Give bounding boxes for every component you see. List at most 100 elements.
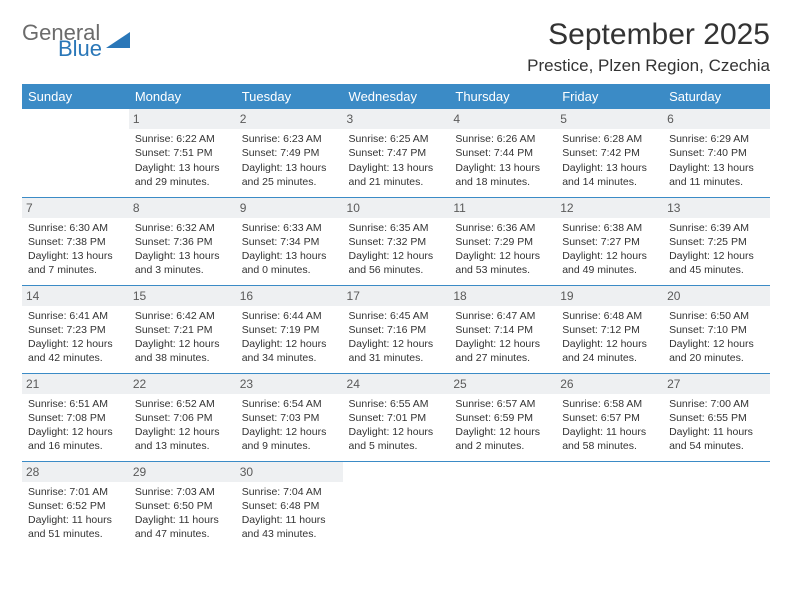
daylight-line: Daylight: 13 hours and 11 minutes. bbox=[669, 161, 764, 189]
daylight-line: Daylight: 13 hours and 3 minutes. bbox=[135, 249, 230, 277]
day-number: 4 bbox=[449, 109, 556, 129]
calendar-day-cell: 13Sunrise: 6:39 AMSunset: 7:25 PMDayligh… bbox=[663, 197, 770, 285]
sunset-line: Sunset: 7:12 PM bbox=[562, 323, 657, 337]
day-number: 6 bbox=[663, 109, 770, 129]
sunrise-line: Sunrise: 6:48 AM bbox=[562, 309, 657, 323]
sunrise-line: Sunrise: 7:00 AM bbox=[669, 397, 764, 411]
calendar-day-cell: 29Sunrise: 7:03 AMSunset: 6:50 PMDayligh… bbox=[129, 461, 236, 549]
sunrise-line: Sunrise: 6:29 AM bbox=[669, 132, 764, 146]
daylight-line: Daylight: 12 hours and 31 minutes. bbox=[349, 337, 444, 365]
weekday-header-row: SundayMondayTuesdayWednesdayThursdayFrid… bbox=[22, 84, 770, 109]
calendar-day-cell: 3Sunrise: 6:25 AMSunset: 7:47 PMDaylight… bbox=[343, 109, 450, 197]
sunset-line: Sunset: 7:42 PM bbox=[562, 146, 657, 160]
daylight-line: Daylight: 12 hours and 53 minutes. bbox=[455, 249, 550, 277]
calendar-day-cell: 1Sunrise: 6:22 AMSunset: 7:51 PMDaylight… bbox=[129, 109, 236, 197]
sunset-line: Sunset: 7:21 PM bbox=[135, 323, 230, 337]
sunset-line: Sunset: 7:38 PM bbox=[28, 235, 123, 249]
sunset-line: Sunset: 7:08 PM bbox=[28, 411, 123, 425]
sunrise-line: Sunrise: 6:41 AM bbox=[28, 309, 123, 323]
page-title: September 2025 bbox=[527, 18, 770, 52]
sunrise-line: Sunrise: 7:01 AM bbox=[28, 485, 123, 499]
daylight-line: Daylight: 12 hours and 34 minutes. bbox=[242, 337, 337, 365]
sunrise-line: Sunrise: 6:28 AM bbox=[562, 132, 657, 146]
calendar-day-cell: 16Sunrise: 6:44 AMSunset: 7:19 PMDayligh… bbox=[236, 285, 343, 373]
sunrise-line: Sunrise: 6:26 AM bbox=[455, 132, 550, 146]
calendar-week-row: 28Sunrise: 7:01 AMSunset: 6:52 PMDayligh… bbox=[22, 461, 770, 549]
sunrise-line: Sunrise: 6:47 AM bbox=[455, 309, 550, 323]
sunrise-line: Sunrise: 6:22 AM bbox=[135, 132, 230, 146]
weekday-header: Friday bbox=[556, 84, 663, 109]
daylight-line: Daylight: 11 hours and 51 minutes. bbox=[28, 513, 123, 541]
sunrise-line: Sunrise: 6:32 AM bbox=[135, 221, 230, 235]
sunrise-line: Sunrise: 6:36 AM bbox=[455, 221, 550, 235]
sunrise-line: Sunrise: 6:58 AM bbox=[562, 397, 657, 411]
weekday-header: Saturday bbox=[663, 84, 770, 109]
calendar-day-cell: 9Sunrise: 6:33 AMSunset: 7:34 PMDaylight… bbox=[236, 197, 343, 285]
daylight-line: Daylight: 11 hours and 54 minutes. bbox=[669, 425, 764, 453]
calendar-day-cell: 7 Sunrise: 6:30 AMSunset: 7:38 PMDaylight… bbox=[22, 197, 129, 285]
logo: General Blue bbox=[22, 22, 130, 60]
header: General Blue September 2025 Prestice, Pl… bbox=[22, 18, 770, 76]
sunset-line: Sunset: 7:14 PM bbox=[455, 323, 550, 337]
daylight-line: Daylight: 12 hours and 56 minutes. bbox=[349, 249, 444, 277]
sunset-line: Sunset: 7:36 PM bbox=[135, 235, 230, 249]
sunrise-line: Sunrise: 6:39 AM bbox=[669, 221, 764, 235]
daylight-line: Daylight: 12 hours and 27 minutes. bbox=[455, 337, 550, 365]
calendar-day-cell: 25Sunrise: 6:57 AMSunset: 6:59 PMDayligh… bbox=[449, 373, 556, 461]
calendar-day-cell: 26Sunrise: 6:58 AMSunset: 6:57 PMDayligh… bbox=[556, 373, 663, 461]
daylight-line: Daylight: 13 hours and 18 minutes. bbox=[455, 161, 550, 189]
sunrise-line: Sunrise: 6:44 AM bbox=[242, 309, 337, 323]
day-number: 30 bbox=[236, 462, 343, 482]
sunrise-line: Sunrise: 6:38 AM bbox=[562, 221, 657, 235]
sunrise-line: Sunrise: 7:03 AM bbox=[135, 485, 230, 499]
sunset-line: Sunset: 7:16 PM bbox=[349, 323, 444, 337]
weekday-header: Tuesday bbox=[236, 84, 343, 109]
sunset-line: Sunset: 6:57 PM bbox=[562, 411, 657, 425]
calendar-day-cell: 12Sunrise: 6:38 AMSunset: 7:27 PMDayligh… bbox=[556, 197, 663, 285]
day-number: 17 bbox=[343, 286, 450, 306]
sunset-line: Sunset: 6:48 PM bbox=[242, 499, 337, 513]
calendar-day-cell: 2Sunrise: 6:23 AMSunset: 7:49 PMDaylight… bbox=[236, 109, 343, 197]
day-number: 13 bbox=[663, 198, 770, 218]
calendar-day-cell: 30Sunrise: 7:04 AMSunset: 6:48 PMDayligh… bbox=[236, 461, 343, 549]
day-number: 15 bbox=[129, 286, 236, 306]
day-number: 25 bbox=[449, 374, 556, 394]
daylight-line: Daylight: 13 hours and 29 minutes. bbox=[135, 161, 230, 189]
sunset-line: Sunset: 7:19 PM bbox=[242, 323, 337, 337]
daylight-line: Daylight: 12 hours and 5 minutes. bbox=[349, 425, 444, 453]
day-number: 26 bbox=[556, 374, 663, 394]
sunrise-line: Sunrise: 6:30 AM bbox=[28, 221, 123, 235]
day-number: 21 bbox=[22, 374, 129, 394]
sunset-line: Sunset: 7:06 PM bbox=[135, 411, 230, 425]
sunrise-line: Sunrise: 6:45 AM bbox=[349, 309, 444, 323]
day-number: 1 bbox=[129, 109, 236, 129]
day-number: 5 bbox=[556, 109, 663, 129]
calendar-day-cell bbox=[343, 461, 450, 549]
calendar-day-cell bbox=[449, 461, 556, 549]
sunset-line: Sunset: 7:25 PM bbox=[669, 235, 764, 249]
day-number: 7 bbox=[22, 198, 129, 218]
day-number: 19 bbox=[556, 286, 663, 306]
day-number: 20 bbox=[663, 286, 770, 306]
weekday-header: Wednesday bbox=[343, 84, 450, 109]
calendar-body: 1Sunrise: 6:22 AMSunset: 7:51 PMDaylight… bbox=[22, 109, 770, 549]
calendar-day-cell: 10Sunrise: 6:35 AMSunset: 7:32 PMDayligh… bbox=[343, 197, 450, 285]
daylight-line: Daylight: 12 hours and 20 minutes. bbox=[669, 337, 764, 365]
calendar-week-row: 1Sunrise: 6:22 AMSunset: 7:51 PMDaylight… bbox=[22, 109, 770, 197]
day-number: 27 bbox=[663, 374, 770, 394]
sunrise-line: Sunrise: 6:52 AM bbox=[135, 397, 230, 411]
daylight-line: Daylight: 12 hours and 9 minutes. bbox=[242, 425, 337, 453]
calendar-day-cell: 24Sunrise: 6:55 AMSunset: 7:01 PMDayligh… bbox=[343, 373, 450, 461]
day-number: 10 bbox=[343, 198, 450, 218]
day-number: 24 bbox=[343, 374, 450, 394]
calendar-day-cell: 8Sunrise: 6:32 AMSunset: 7:36 PMDaylight… bbox=[129, 197, 236, 285]
calendar-day-cell: 21Sunrise: 6:51 AMSunset: 7:08 PMDayligh… bbox=[22, 373, 129, 461]
daylight-line: Daylight: 13 hours and 7 minutes. bbox=[28, 249, 123, 277]
day-number: 14 bbox=[22, 286, 129, 306]
calendar-week-row: 14Sunrise: 6:41 AMSunset: 7:23 PMDayligh… bbox=[22, 285, 770, 373]
daylight-line: Daylight: 12 hours and 2 minutes. bbox=[455, 425, 550, 453]
daylight-line: Daylight: 12 hours and 38 minutes. bbox=[135, 337, 230, 365]
sunrise-line: Sunrise: 6:42 AM bbox=[135, 309, 230, 323]
daylight-line: Daylight: 13 hours and 14 minutes. bbox=[562, 161, 657, 189]
sunset-line: Sunset: 7:44 PM bbox=[455, 146, 550, 160]
